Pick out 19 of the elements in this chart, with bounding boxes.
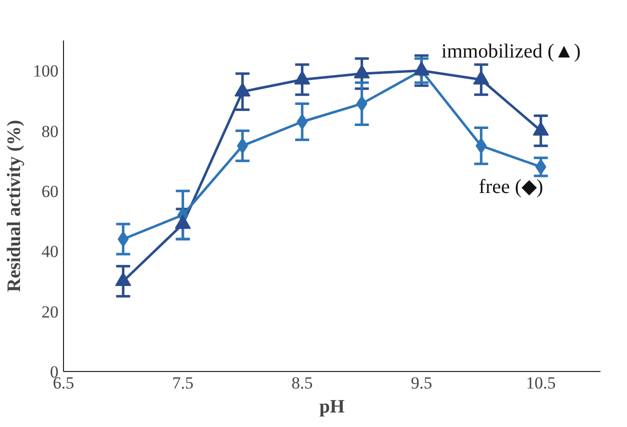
point	[414, 61, 430, 76]
x-tick-label: 9.5	[410, 374, 432, 392]
y-tick-label: 20	[42, 302, 58, 322]
y-tick-label: 100	[33, 62, 58, 81]
x-tick-label: 10.5	[526, 374, 556, 392]
x-tick-label: 7.5	[172, 374, 194, 392]
y-tick-label: 60	[42, 182, 58, 201]
x-axis-title: pH	[319, 396, 345, 418]
point	[294, 70, 310, 84]
point	[473, 70, 490, 84]
y-tick-label: 40	[42, 242, 58, 262]
series-label: free (◆)	[478, 176, 544, 198]
y-axis-title: Residual activity (%)	[4, 120, 25, 292]
point	[354, 64, 370, 78]
x-tick-label: 8.5	[292, 374, 313, 392]
y-tick-label: 80	[42, 122, 58, 141]
point	[234, 82, 250, 96]
series-label: immobilized (▲)	[441, 40, 581, 63]
point	[532, 122, 549, 136]
